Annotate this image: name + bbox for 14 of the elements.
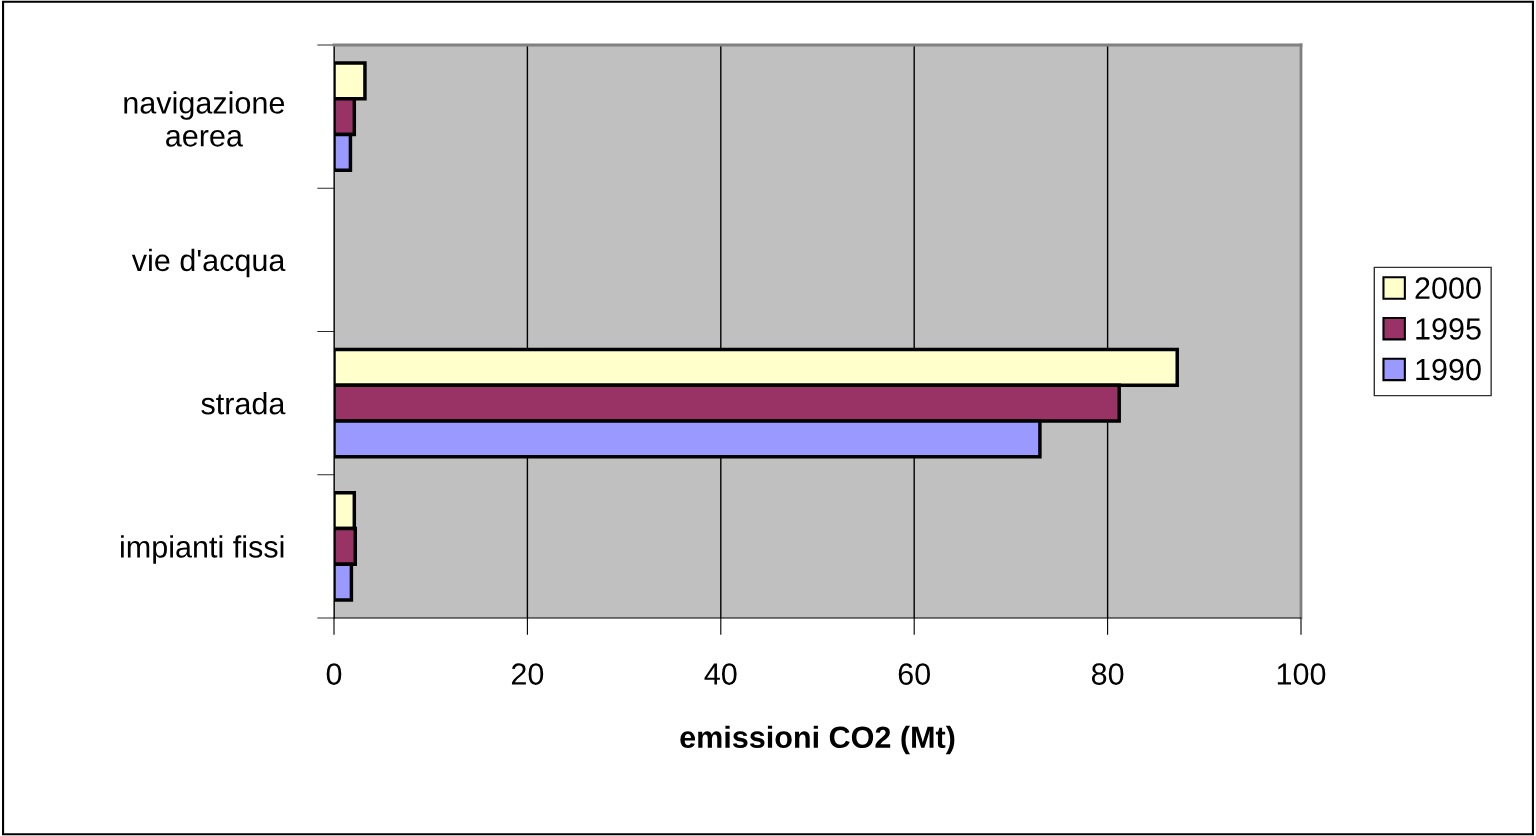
y-tick-label: impianti fissi <box>121 535 284 564</box>
x-tick-label: 0 <box>326 663 342 685</box>
y-tick-label: strada <box>201 392 286 415</box>
legend-label: 2000 <box>1415 277 1481 299</box>
x-tick-label: 20 <box>511 663 544 685</box>
y-tick-label: vie d'acqua <box>131 248 286 278</box>
x-tick-label: 100 <box>1277 663 1326 685</box>
x-tick-label: 80 <box>1091 663 1124 685</box>
x-tick-label: 40 <box>704 663 737 685</box>
legend-label: 1990 <box>1416 358 1481 381</box>
y-tick-label: navigazione aerea <box>124 91 285 147</box>
legend-label: 1995 <box>1416 318 1481 340</box>
x-axis-title: emissioni CO2 (Mt) <box>680 725 955 755</box>
x-tick-label: 60 <box>898 663 930 685</box>
